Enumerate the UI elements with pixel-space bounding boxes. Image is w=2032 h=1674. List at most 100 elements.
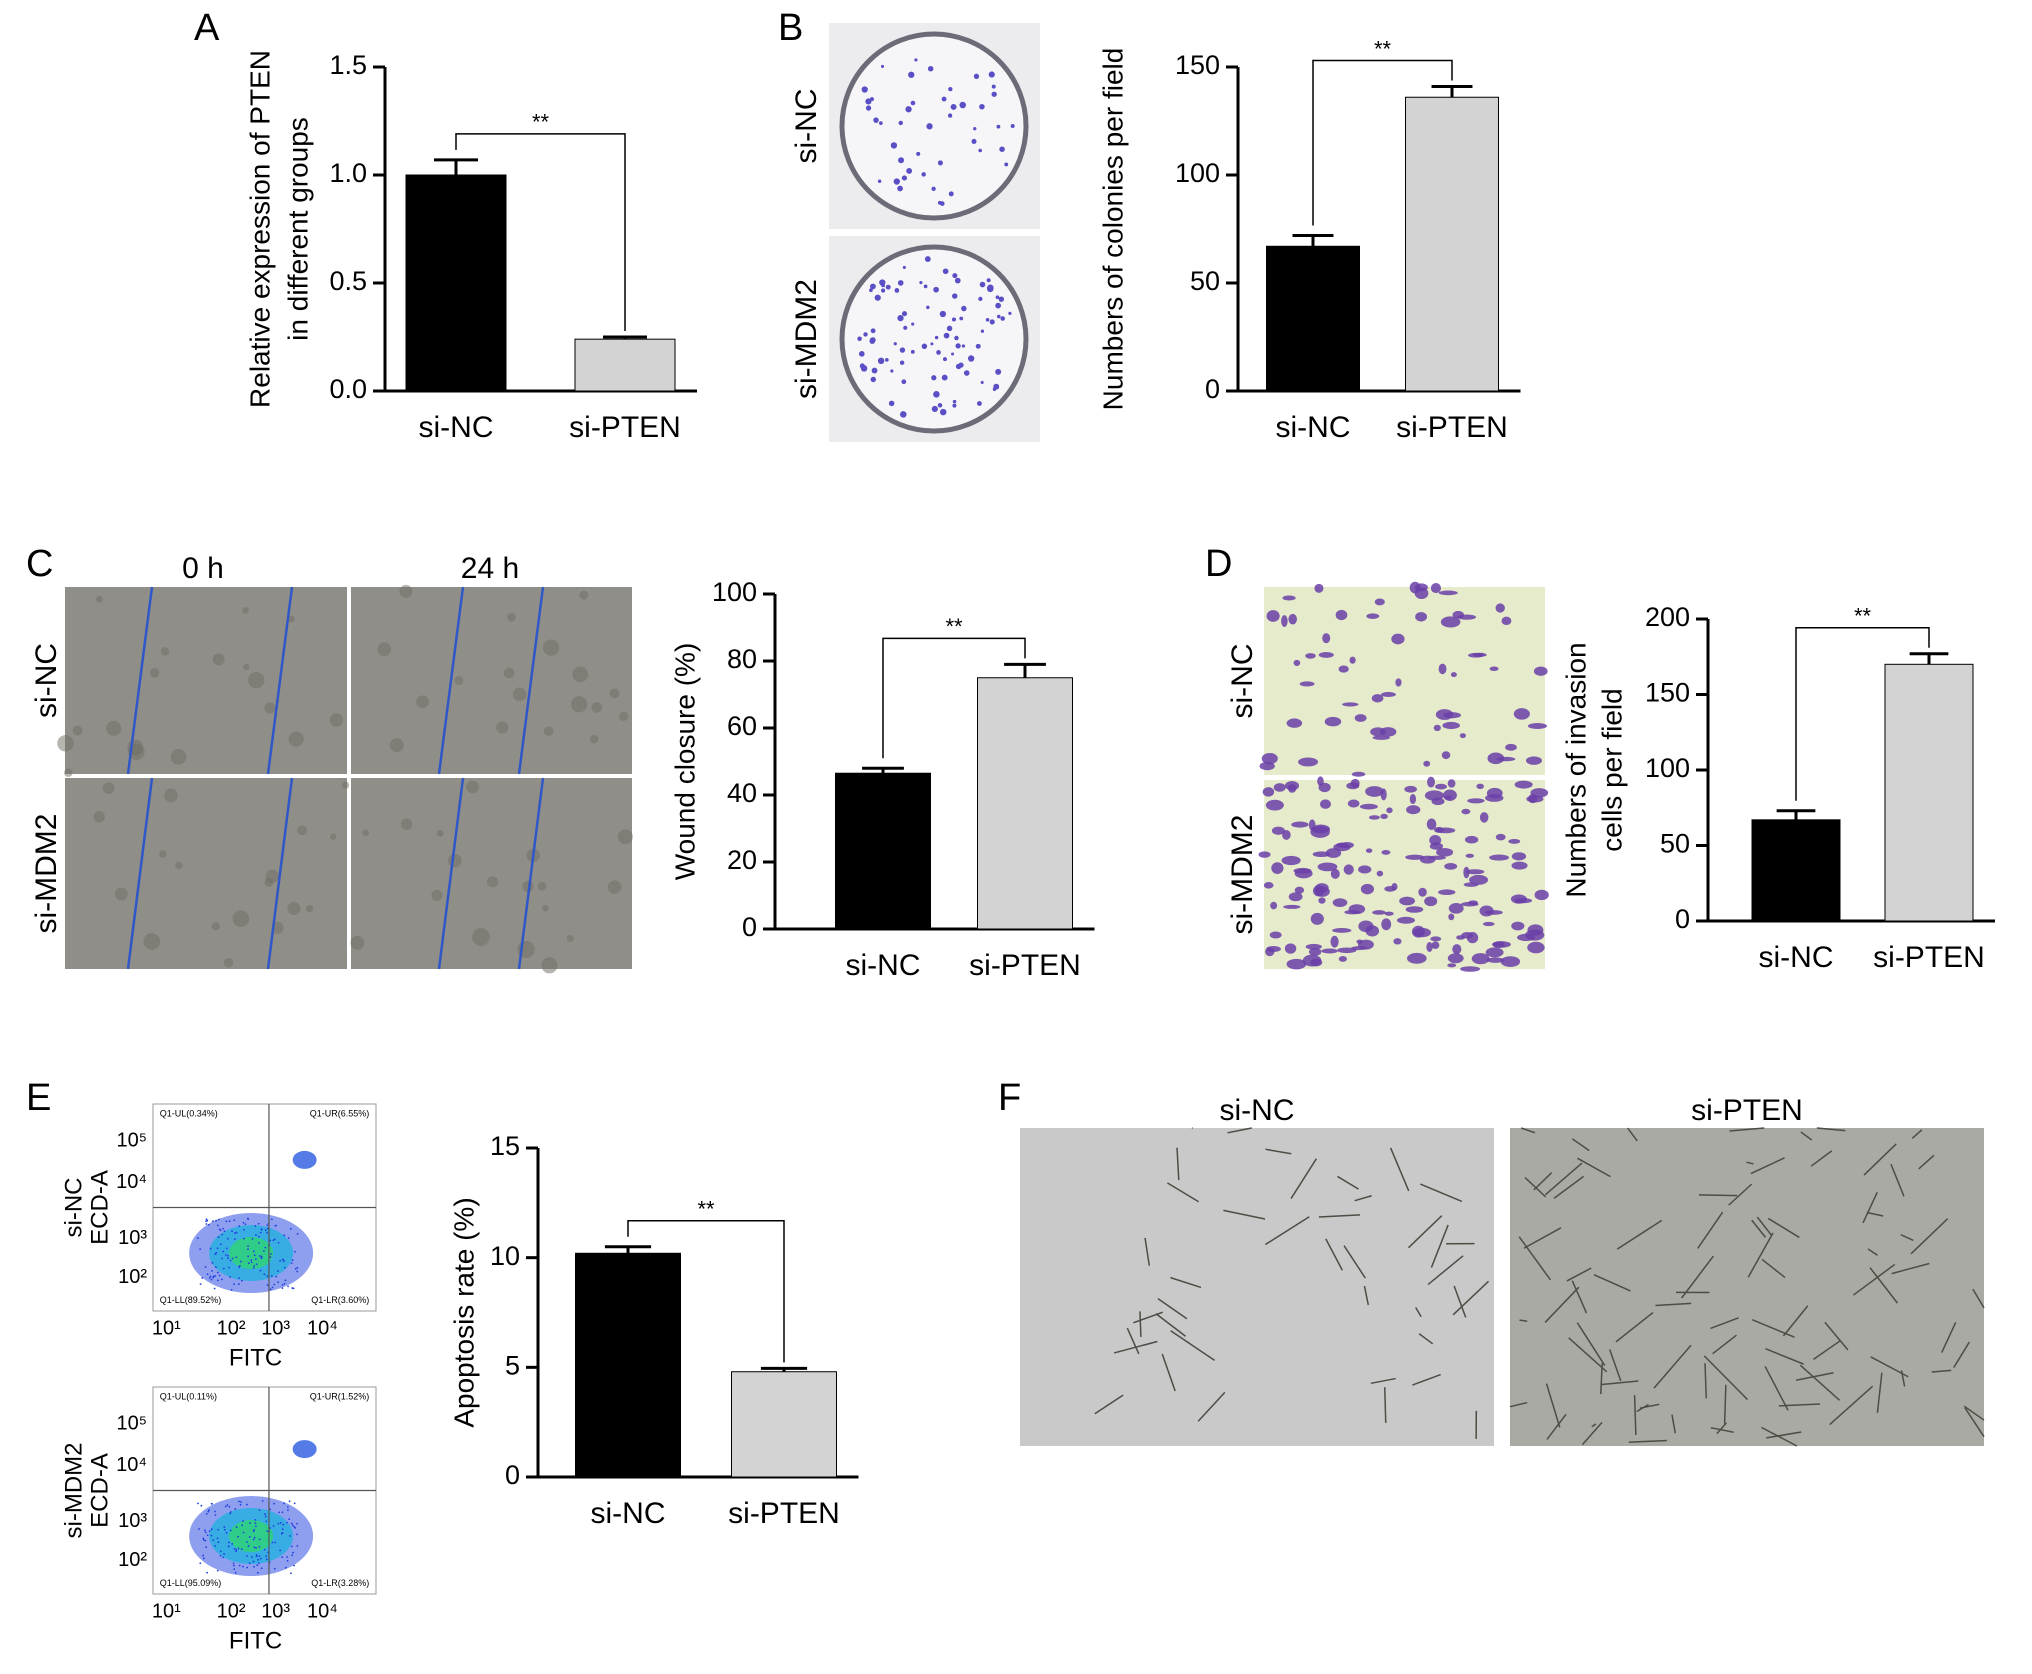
event — [271, 1541, 274, 1544]
event — [290, 1262, 293, 1265]
tube — [1756, 1216, 1773, 1237]
significance-bracket — [1795, 626, 1930, 801]
y-tick-label: 60 — [727, 711, 757, 741]
event — [228, 1505, 231, 1508]
event — [272, 1524, 275, 1527]
y-tick-label: 100 — [1175, 158, 1220, 188]
event — [269, 1239, 271, 1242]
colony — [986, 278, 991, 283]
invading-cell — [1338, 956, 1347, 962]
event — [273, 1238, 276, 1241]
invading-cell — [1418, 887, 1427, 897]
colony — [893, 178, 900, 185]
colony — [898, 120, 904, 126]
event — [241, 1279, 243, 1282]
invading-cell — [1298, 757, 1319, 767]
x-tick-label: si-NC — [1759, 941, 1834, 974]
y-tick-label: 10 — [490, 1241, 520, 1271]
colony — [937, 160, 943, 166]
bar — [835, 772, 931, 930]
tube — [1546, 1413, 1567, 1440]
significance-label: ** — [1374, 36, 1392, 61]
colony — [924, 256, 931, 263]
cell — [264, 702, 276, 714]
event — [215, 1251, 218, 1254]
invading-cell — [1485, 947, 1504, 958]
invading-cell — [1435, 783, 1447, 790]
quadrant-label: Q1-UR(1.52%) — [310, 1392, 370, 1402]
tube — [1157, 1297, 1188, 1320]
event — [288, 1518, 291, 1521]
tube — [1866, 1211, 1884, 1217]
colony — [861, 86, 868, 93]
bar — [575, 1252, 681, 1478]
event — [247, 1217, 249, 1220]
quadrant-label: Q1-LL(89.52%) — [160, 1295, 222, 1305]
y-tick-label: 100 — [1645, 753, 1690, 783]
event — [273, 1502, 275, 1505]
invading-cell — [1332, 928, 1352, 933]
invading-cell — [1270, 901, 1278, 910]
invading-cell — [1371, 694, 1384, 703]
event — [202, 1557, 205, 1560]
tube — [1383, 1387, 1387, 1423]
tube — [1343, 1245, 1366, 1279]
event — [283, 1282, 286, 1285]
cell — [448, 853, 462, 868]
x-axis-label: FITC — [229, 1627, 282, 1654]
cell — [400, 818, 413, 830]
event — [233, 1283, 235, 1286]
colony — [995, 302, 1002, 309]
event — [210, 1278, 213, 1281]
tube — [1408, 1215, 1443, 1249]
event — [212, 1539, 215, 1542]
colony — [959, 316, 964, 321]
tube — [1910, 1218, 1949, 1255]
invading-cell — [1511, 852, 1527, 861]
x-tick-label: si-NC — [1276, 411, 1351, 444]
invading-cell — [1525, 756, 1542, 765]
tube — [1427, 1255, 1464, 1286]
event — [251, 1237, 254, 1240]
invading-cell — [1487, 752, 1505, 765]
invading-cell — [1467, 798, 1485, 804]
event — [263, 1250, 265, 1252]
quadrant-label: Q1-LL(95.09%) — [160, 1578, 222, 1588]
colony — [995, 295, 1000, 300]
cell — [160, 647, 170, 656]
x-tick-label: 10⁴ — [307, 1317, 338, 1339]
invading-cell — [1495, 833, 1506, 841]
tube — [1751, 1318, 1795, 1338]
event — [258, 1235, 260, 1238]
event — [205, 1218, 208, 1221]
colony — [943, 332, 950, 339]
invading-cell — [1436, 848, 1454, 857]
event — [214, 1275, 217, 1277]
invading-cell — [1482, 921, 1495, 927]
event — [257, 1242, 260, 1244]
invading-cell — [1318, 782, 1331, 793]
invading-cell — [1273, 783, 1286, 792]
colony — [971, 138, 977, 144]
x-tick-label: 10³ — [261, 1317, 290, 1339]
colony — [985, 317, 990, 322]
invading-cell — [1469, 874, 1489, 885]
event — [235, 1548, 238, 1551]
event — [256, 1564, 259, 1567]
event — [225, 1220, 228, 1223]
event — [217, 1528, 219, 1531]
tube — [1553, 1175, 1585, 1199]
event — [294, 1527, 297, 1529]
event — [285, 1566, 287, 1569]
invading-cell — [1271, 862, 1284, 874]
invasion-image — [1264, 587, 1545, 775]
event — [252, 1530, 255, 1533]
event — [264, 1513, 266, 1516]
tube — [1891, 1262, 1930, 1275]
event — [266, 1284, 269, 1287]
event — [261, 1500, 264, 1502]
event — [214, 1253, 217, 1255]
invading-cell — [1312, 851, 1331, 858]
event — [205, 1223, 208, 1225]
invading-cell — [1263, 882, 1274, 889]
